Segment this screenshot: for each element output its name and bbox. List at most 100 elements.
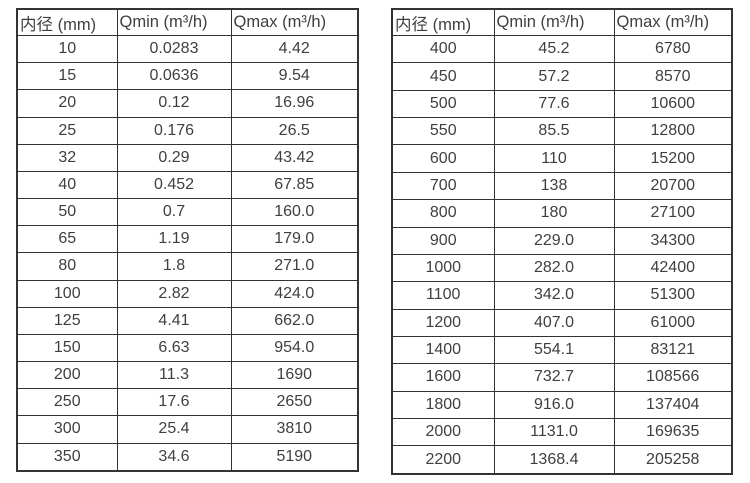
flow-spec-table-small: 内径 (mm) Qmin (m³/h) Qmax (m³/h) 10 0.0283… [16, 8, 359, 472]
table-cell: 5190 [230, 442, 359, 472]
table-cell: 2000 [391, 418, 495, 447]
table-row: 500 77.6 10600 [391, 89, 733, 119]
table-cell: 1600 [391, 363, 495, 392]
table-row: 100 2.82 424.0 [16, 279, 359, 308]
table-row: 40 0.452 67.85 [16, 170, 359, 200]
table-cell: 100 [16, 279, 118, 308]
table-cell: 1800 [391, 390, 495, 420]
table-cell: 1368.4 [493, 445, 615, 475]
table-cell: 150 [16, 333, 118, 363]
table-cell: 500 [391, 89, 495, 119]
table-row: 10 0.0283 4.42 [16, 34, 359, 64]
header-diameter: 内径 (mm) [16, 8, 118, 36]
table-cell: 200 [16, 361, 118, 390]
table-cell: 6780 [613, 34, 733, 64]
table-cell: 550 [391, 117, 495, 146]
table-row: 800 180 27100 [391, 199, 733, 228]
table-cell: 25.4 [116, 415, 232, 444]
table-cell: 0.7 [116, 198, 232, 227]
table-cell: 8570 [613, 62, 733, 91]
table-row: 250 17.6 2650 [16, 388, 359, 417]
table-cell: 20700 [613, 171, 733, 201]
table-cell: 77.6 [493, 89, 615, 119]
table-cell: 61000 [613, 308, 733, 337]
table-cell: 180 [493, 199, 615, 228]
table-cell: 250 [16, 388, 118, 417]
table-cell: 1200 [391, 308, 495, 337]
table-cell: 1.8 [116, 252, 232, 281]
table-row: 350 34.6 5190 [16, 442, 359, 472]
table-cell: 43.42 [230, 143, 359, 172]
table-row: 400 45.2 6780 [391, 34, 733, 64]
table-row: 1400 554.1 83121 [391, 335, 733, 365]
table-row: 1800 916.0 137404 [391, 390, 733, 420]
table-row: 65 1.19 179.0 [16, 225, 359, 254]
table-cell: 34300 [613, 226, 733, 255]
table-cell: 732.7 [493, 363, 615, 392]
table-cell: 0.176 [116, 116, 232, 145]
table-cell: 6.63 [116, 333, 232, 363]
table-cell: 110 [493, 144, 615, 173]
table-cell: 600 [391, 144, 495, 173]
table-row: 200 11.3 1690 [16, 361, 359, 390]
table-cell: 9.54 [230, 62, 359, 91]
table-cell: 424.0 [230, 279, 359, 308]
header-qmin: Qmin (m³/h) [116, 8, 232, 36]
table-row: 32 0.29 43.42 [16, 143, 359, 172]
table-cell: 342.0 [493, 281, 615, 310]
table-cell: 400 [391, 34, 495, 64]
table-cell: 2.82 [116, 279, 232, 308]
table-row: 1000 282.0 42400 [391, 253, 733, 283]
table-row: 15 0.0636 9.54 [16, 62, 359, 91]
table-cell: 179.0 [230, 225, 359, 254]
table-row: 700 138 20700 [391, 171, 733, 201]
table-cell: 4.41 [116, 306, 232, 335]
table-row: 300 25.4 3810 [16, 415, 359, 444]
table-cell: 169635 [613, 418, 733, 447]
table-row: 25 0.176 26.5 [16, 116, 359, 145]
table-cell: 662.0 [230, 306, 359, 335]
table-row: 150 6.63 954.0 [16, 333, 359, 363]
table-cell: 65 [16, 225, 118, 254]
table-cell: 16.96 [230, 89, 359, 118]
table-cell: 700 [391, 171, 495, 201]
header-qmin: Qmin (m³/h) [493, 8, 615, 36]
header-qmax: Qmax (m³/h) [230, 8, 359, 36]
table-cell: 108566 [613, 363, 733, 392]
table-cell: 0.0283 [116, 34, 232, 64]
table-cell: 83121 [613, 335, 733, 365]
table-cell: 34.6 [116, 442, 232, 472]
table-cell: 80 [16, 252, 118, 281]
table-row: 1200 407.0 61000 [391, 308, 733, 337]
table-row: 1100 342.0 51300 [391, 281, 733, 310]
table-cell: 1400 [391, 335, 495, 365]
table-cell: 20 [16, 89, 118, 118]
table-cell: 205258 [613, 445, 733, 475]
table-row: 550 85.5 12800 [391, 117, 733, 146]
table-cell: 51300 [613, 281, 733, 310]
table-cell: 17.6 [116, 388, 232, 417]
table-cell: 125 [16, 306, 118, 335]
table-cell: 12800 [613, 117, 733, 146]
table-cell: 450 [391, 62, 495, 91]
table-cell: 10600 [613, 89, 733, 119]
table-cell: 4.42 [230, 34, 359, 64]
table-cell: 1690 [230, 361, 359, 390]
table-cell: 160.0 [230, 198, 359, 227]
table-cell: 0.12 [116, 89, 232, 118]
table-cell: 15200 [613, 144, 733, 173]
table-cell: 0.452 [116, 170, 232, 200]
table-cell: 229.0 [493, 226, 615, 255]
table-cell: 3810 [230, 415, 359, 444]
flow-spec-table-large: 内径 (mm) Qmin (m³/h) Qmax (m³/h) 400 45.2 6… [391, 8, 733, 475]
header-qmax: Qmax (m³/h) [613, 8, 733, 36]
table-cell: 554.1 [493, 335, 615, 365]
table-cell: 300 [16, 415, 118, 444]
table-cell: 2200 [391, 445, 495, 475]
table-cell: 11.3 [116, 361, 232, 390]
table-cell: 27100 [613, 199, 733, 228]
table-cell: 954.0 [230, 333, 359, 363]
table-cell: 10 [16, 34, 118, 64]
header-row: 内径 (mm) Qmin (m³/h) Qmax (m³/h) [16, 8, 359, 36]
table-cell: 32 [16, 143, 118, 172]
